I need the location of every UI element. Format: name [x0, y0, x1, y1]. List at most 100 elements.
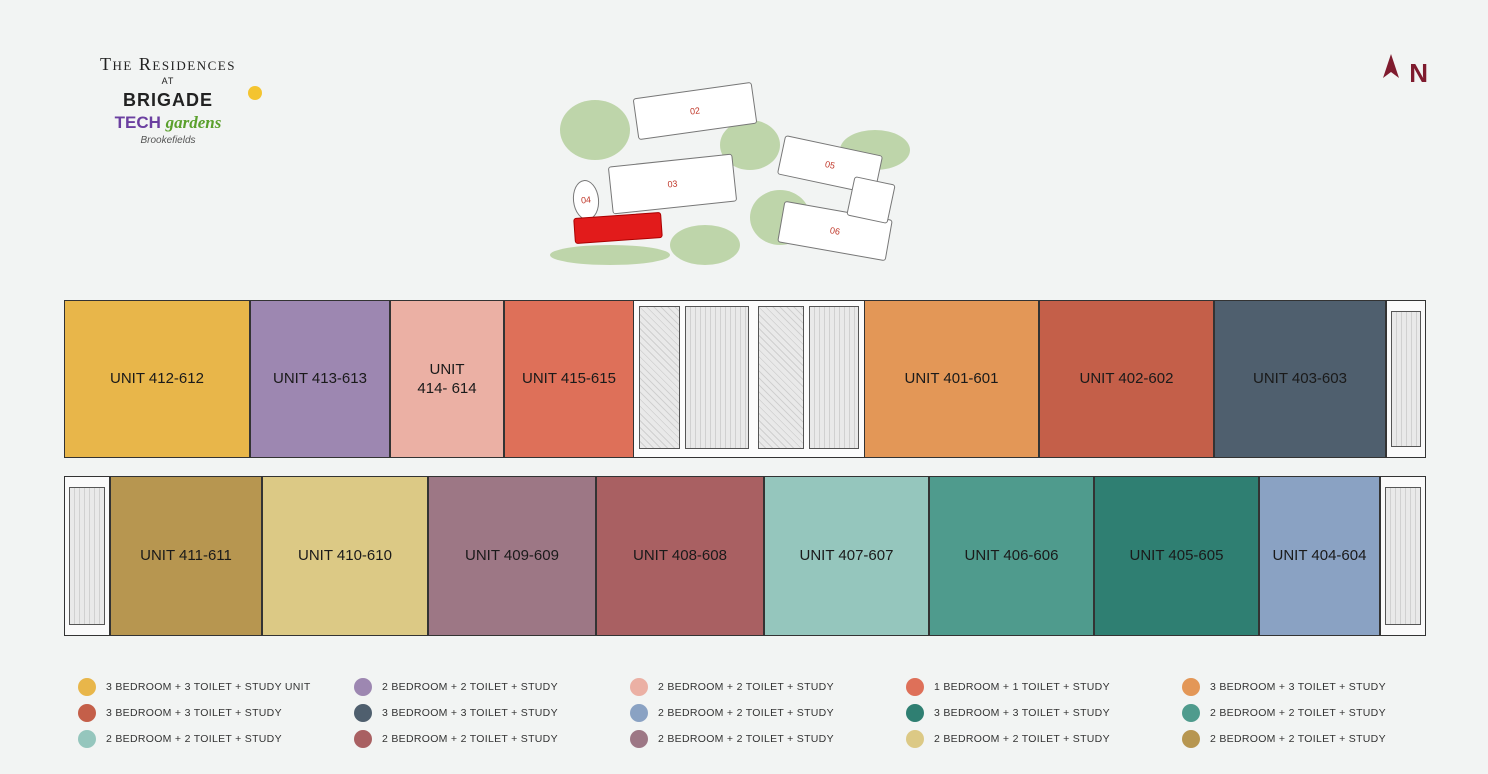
unit-label: UNIT: [430, 360, 465, 380]
unit-label: UNIT 410-610: [298, 546, 392, 566]
north-arrow-icon: [1379, 54, 1403, 92]
sitemap-greenery: [560, 100, 630, 160]
unit-block[interactable]: UNIT 403-603: [1214, 300, 1386, 458]
legend-item: 2 Bedroom + 2 Toilet + Study: [1182, 704, 1448, 722]
logo-line-2: AT: [78, 76, 258, 86]
logo-tech: TECH: [115, 113, 161, 132]
legend-text: 3 Bedroom + 3 Toilet + Study Unit: [106, 681, 311, 693]
site-map: 0203050604: [460, 40, 960, 270]
legend-item: 1 Bedroom + 1 Toilet + Study: [906, 678, 1172, 696]
unit-block[interactable]: UNIT 402-602: [1039, 300, 1214, 458]
unit-label: UNIT 406-606: [965, 546, 1059, 566]
corridor-block: [634, 300, 864, 458]
legend-item: 2 Bedroom + 2 Toilet + Study: [78, 730, 344, 748]
legend-item: 3 Bedroom + 3 Toilet + Study: [78, 704, 344, 722]
legend-text: 1 Bedroom + 1 Toilet + Study: [934, 681, 1110, 693]
unit-block[interactable]: UNIT 408-608: [596, 476, 764, 636]
unit-label: UNIT 411-611: [140, 546, 232, 566]
legend-swatch: [78, 704, 96, 722]
sitemap-building: [846, 176, 895, 224]
logo-brigade-text: BRIGADE: [123, 90, 213, 110]
legend-item: 3 Bedroom + 3 Toilet + Study: [906, 704, 1172, 722]
legend-swatch: [1182, 730, 1200, 748]
logo: The Residences AT BRIGADE TECH gardens B…: [78, 54, 258, 146]
legend-swatch: [906, 678, 924, 696]
unit-block[interactable]: UNIT 410-610: [262, 476, 428, 636]
unit-block[interactable]: UNIT 412-612: [64, 300, 250, 458]
legend-swatch: [354, 730, 372, 748]
legend-swatch: [1182, 704, 1200, 722]
legend-text: 3 Bedroom + 3 Toilet + Study: [106, 707, 282, 719]
unit-label: UNIT 405-605: [1130, 546, 1224, 566]
logo-brigade: BRIGADE: [78, 90, 258, 111]
legend-item: 2 Bedroom + 2 Toilet + Study: [630, 678, 896, 696]
unit-block[interactable]: UNIT 413-613: [250, 300, 390, 458]
compass: N: [1379, 54, 1428, 92]
legend-text: 2 Bedroom + 2 Toilet + Study: [382, 733, 558, 745]
sitemap-highlight-building: [573, 212, 663, 244]
legend-swatch: [630, 730, 648, 748]
legend-text: 3 Bedroom + 3 Toilet + Study: [382, 707, 558, 719]
legend-swatch: [906, 730, 924, 748]
legend-text: 3 Bedroom + 3 Toilet + Study: [934, 707, 1110, 719]
unit-block[interactable]: UNIT 405-605: [1094, 476, 1259, 636]
legend-item: 3 Bedroom + 3 Toilet + Study: [1182, 678, 1448, 696]
legend-text: 2 Bedroom + 2 Toilet + Study: [658, 681, 834, 693]
legend-text: 2 Bedroom + 2 Toilet + Study: [934, 733, 1110, 745]
sitemap-greenery: [550, 245, 670, 265]
legend-swatch: [1182, 678, 1200, 696]
unit-label: 414- 614: [417, 379, 476, 399]
stair-endcap: [1380, 476, 1426, 636]
legend-text: 2 Bedroom + 2 Toilet + Study: [1210, 733, 1386, 745]
unit-block[interactable]: UNIT 415-615: [504, 300, 634, 458]
legend: 3 Bedroom + 3 Toilet + Study Unit 2 Bedro…: [78, 678, 1448, 748]
legend-swatch: [78, 678, 96, 696]
legend-swatch: [354, 678, 372, 696]
legend-swatch: [906, 704, 924, 722]
unit-label: UNIT 413-613: [273, 369, 367, 389]
compass-label: N: [1409, 58, 1428, 89]
unit-label: UNIT 403-603: [1253, 369, 1347, 389]
floor-plan-row-bottom: UNIT 411-611 UNIT 410-610 UNIT 409-609 UNIT…: [64, 476, 1426, 636]
unit-block[interactable]: UNIT 406-606: [929, 476, 1094, 636]
legend-swatch: [630, 704, 648, 722]
legend-item: 2 Bedroom + 2 Toilet + Study: [630, 730, 896, 748]
unit-block[interactable]: UNIT414- 614: [390, 300, 504, 458]
legend-item: 3 Bedroom + 3 Toilet + Study Unit: [78, 678, 344, 696]
logo-gardens: gardens: [166, 113, 222, 132]
unit-label: UNIT 409-609: [465, 546, 559, 566]
legend-text: 3 Bedroom + 3 Toilet + Study: [1210, 681, 1386, 693]
logo-dot-icon: [248, 86, 262, 100]
floor-plan: UNIT 412-612UNIT 413-613UNIT414- 614UNIT…: [64, 300, 1426, 636]
legend-swatch: [354, 704, 372, 722]
unit-block[interactable]: UNIT 407-607: [764, 476, 929, 636]
legend-item: 2 Bedroom + 2 Toilet + Study: [630, 704, 896, 722]
legend-text: 2 Bedroom + 2 Toilet + Study: [658, 707, 834, 719]
unit-label: UNIT 412-612: [110, 369, 204, 389]
unit-block[interactable]: UNIT 411-611: [110, 476, 262, 636]
stair-endcap: [1386, 300, 1426, 458]
logo-tech-gardens: TECH gardens: [78, 113, 258, 133]
unit-label: UNIT 408-608: [633, 546, 727, 566]
legend-item: 2 Bedroom + 2 Toilet + Study: [1182, 730, 1448, 748]
unit-block[interactable]: UNIT 401-601: [864, 300, 1039, 458]
sitemap-greenery: [670, 225, 740, 265]
sitemap-building: 04: [571, 179, 601, 221]
sitemap-building: 03: [608, 154, 737, 215]
floor-plan-row-top: UNIT 412-612UNIT 413-613UNIT414- 614UNIT…: [64, 300, 1426, 458]
unit-block[interactable]: UNIT 404-604: [1259, 476, 1380, 636]
unit-label: UNIT 402-602: [1080, 369, 1174, 389]
legend-text: 2 Bedroom + 2 Toilet + Study: [658, 733, 834, 745]
legend-text: 2 Bedroom + 2 Toilet + Study: [382, 681, 558, 693]
unit-label: UNIT 415-615: [522, 369, 616, 389]
unit-block[interactable]: UNIT 409-609: [428, 476, 596, 636]
legend-swatch: [630, 678, 648, 696]
logo-brookefields: Brookefields: [78, 135, 258, 146]
logo-line-1: The Residences: [78, 54, 258, 75]
unit-label: UNIT 401-601: [905, 369, 999, 389]
legend-item: 3 Bedroom + 3 Toilet + Study: [354, 704, 620, 722]
legend-text: 2 Bedroom + 2 Toilet + Study: [1210, 707, 1386, 719]
legend-text: 2 Bedroom + 2 Toilet + Study: [106, 733, 282, 745]
legend-item: 2 Bedroom + 2 Toilet + Study: [354, 730, 620, 748]
unit-label: UNIT 404-604: [1273, 546, 1367, 566]
